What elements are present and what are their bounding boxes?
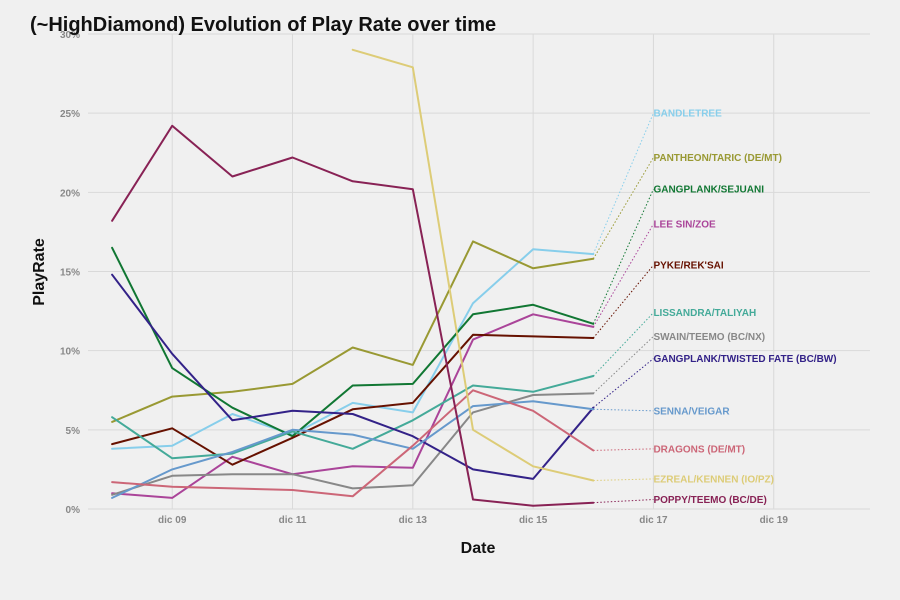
label-connector: [592, 358, 654, 409]
series-line: [111, 273, 595, 480]
series-line: [111, 240, 595, 423]
label-connector: [592, 188, 654, 324]
label-connector: [592, 157, 654, 260]
series-line: [111, 400, 595, 499]
series-label: GANGPLANK/SEJUANI: [653, 185, 764, 196]
series-label: GANGPLANK/TWISTED FATE (BC/BW): [653, 354, 836, 365]
series-label: LISSANDRA/TALIYAH: [653, 308, 756, 319]
series-line: [111, 389, 595, 498]
y-tick-label: 25%: [60, 109, 80, 120]
series-line: [351, 48, 595, 482]
series-line: [111, 124, 595, 507]
label-connector: [592, 264, 654, 339]
series-label: SENNA/VEIGAR: [653, 406, 730, 417]
grid: [88, 33, 870, 510]
series-label: LEE SIN/ZOE: [653, 220, 716, 231]
series-label: SWAIN/TEEMO (BC/NX): [653, 332, 765, 343]
label-connectors: [592, 112, 654, 504]
series-label: BANDLETREE: [653, 109, 722, 120]
label-connector: [593, 478, 654, 481]
label-connector: [593, 499, 654, 504]
y-tick-label: 15%: [60, 268, 80, 279]
series-label: POPPY/TEEMO (BC/DE): [653, 495, 766, 506]
series-label: EZREAL/KENNEN (IO/PZ): [653, 474, 774, 485]
label-connector: [592, 312, 654, 377]
y-tick-label: 20%: [60, 188, 80, 199]
series-label: DRAGONS (DE/MT): [653, 444, 745, 455]
x-tick-label: dic 09: [158, 515, 187, 526]
series-line: [111, 313, 595, 499]
series-labels: BANDLETREE PANTHEON/TARIC (DE/MT) GANGPLAN…: [653, 109, 836, 506]
x-tick-label: dic 15: [519, 515, 548, 526]
chart-title: (~HighDiamond) Evolution of Play Rate ov…: [30, 14, 496, 36]
x-tick-label: dic 17: [639, 515, 668, 526]
label-connector: [593, 408, 654, 412]
x-tick-label: dic 19: [760, 515, 789, 526]
x-tick-label: dic 13: [399, 515, 428, 526]
series-line: [111, 333, 595, 466]
series-line: [111, 392, 595, 496]
series-label: PYKE/REK'SAI: [653, 261, 723, 272]
label-connector: [593, 448, 654, 451]
y-tick-label: 30%: [60, 30, 80, 41]
series-line: [111, 375, 595, 460]
series-label: PANTHEON/TARIC (DE/MT): [653, 153, 782, 164]
y-axis-title: PlayRate: [31, 238, 48, 306]
y-tick-label: 0%: [66, 505, 81, 516]
label-connector: [592, 223, 654, 328]
x-axis: dic 09 dic 11 dic 13 dic 15 dic 17 dic 19: [158, 515, 788, 526]
y-axis: 0% 5% 10% 15% 20% 25% 30%: [60, 30, 80, 516]
y-tick-label: 10%: [60, 347, 80, 358]
x-tick-label: dic 11: [279, 515, 307, 526]
series-line: [111, 246, 595, 438]
y-tick-label: 5%: [66, 426, 81, 437]
series-lines: [111, 48, 595, 507]
series-line: [111, 248, 595, 450]
x-axis-title: Date: [461, 540, 496, 557]
label-connector: [592, 112, 654, 255]
